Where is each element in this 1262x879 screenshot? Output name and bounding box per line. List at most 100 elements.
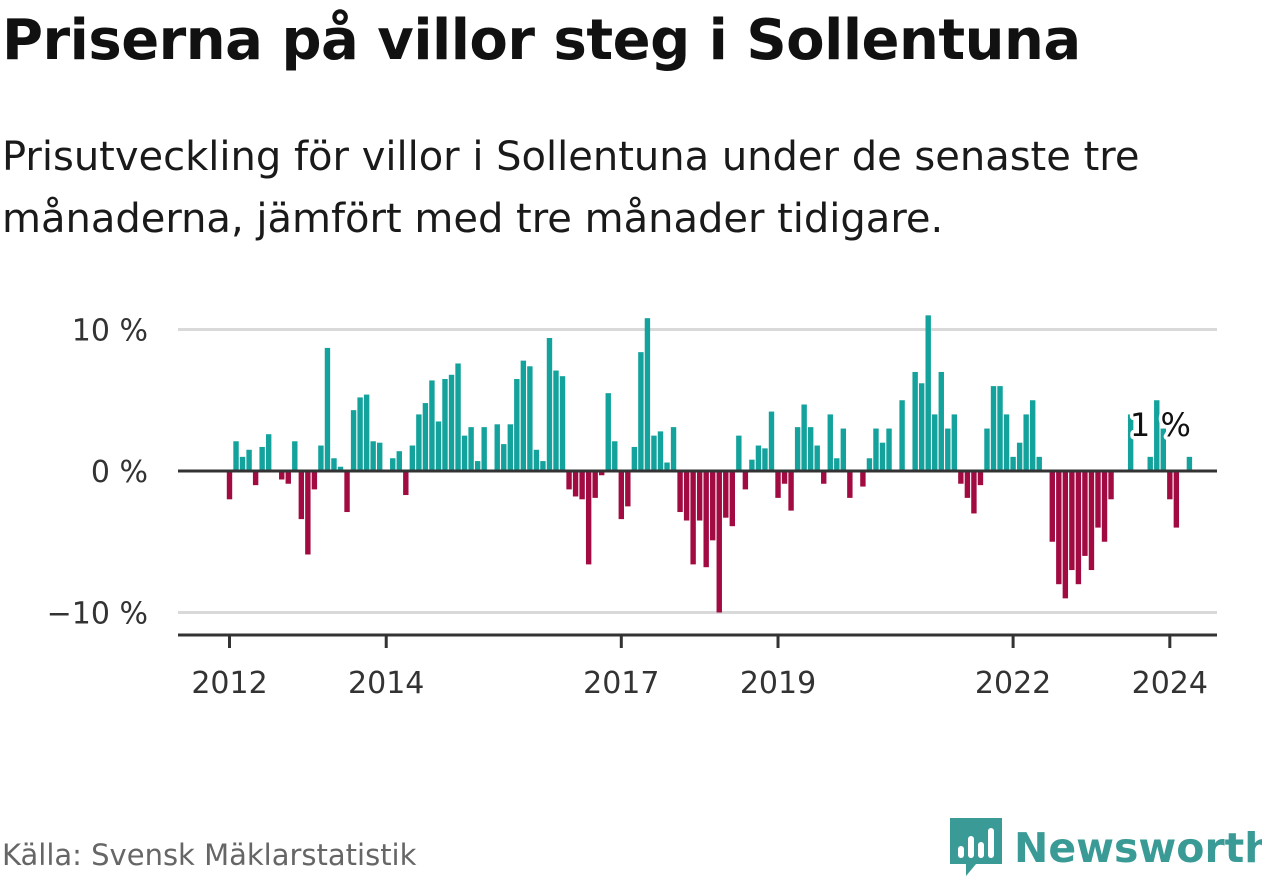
bar [448, 374, 455, 471]
chart-subtitle: Prisutveckling för villor i Sollentuna u… [2, 134, 1140, 242]
x-tick-label: 2019 [740, 666, 816, 701]
bar [396, 451, 402, 471]
brand-name: Newsworthy [1014, 824, 1262, 872]
bar [572, 471, 579, 497]
bar [285, 471, 291, 484]
bar [422, 403, 429, 471]
bar [442, 379, 448, 471]
bar [807, 427, 814, 471]
bar [951, 414, 958, 471]
bar [533, 449, 540, 472]
bar [918, 383, 925, 471]
bar [292, 441, 298, 471]
bar [546, 337, 553, 471]
bar [298, 471, 305, 520]
bar [331, 458, 337, 471]
bar [749, 459, 755, 471]
bar [1186, 456, 1193, 471]
bar [690, 471, 696, 565]
latest-value-label: 1 % [1130, 406, 1191, 444]
bar [259, 446, 265, 471]
bar [605, 393, 611, 471]
bar [964, 471, 971, 498]
x-tick-label: 2017 [583, 666, 659, 701]
bar [990, 386, 997, 471]
newsworthy-logo-icon [950, 818, 1002, 876]
bar [729, 471, 736, 527]
brand-logo[interactable]: Newsworthy [950, 818, 1262, 878]
bar [579, 471, 585, 500]
bar [958, 471, 964, 484]
bar [239, 456, 246, 471]
bar [252, 471, 259, 486]
bar [514, 379, 520, 471]
bar [474, 461, 481, 471]
bar [997, 386, 1003, 471]
bar [775, 471, 781, 498]
x-tick-label: 2022 [975, 666, 1051, 701]
bar [1036, 456, 1042, 471]
bar [318, 445, 324, 471]
bar [710, 471, 716, 541]
bar [279, 471, 285, 480]
bar [1167, 471, 1173, 500]
bar [1082, 471, 1088, 556]
bar [762, 448, 768, 471]
bar [559, 376, 566, 471]
bar [337, 466, 344, 471]
bar [305, 471, 311, 555]
bar [1173, 471, 1180, 528]
bar [1147, 456, 1153, 471]
bar [1127, 414, 1134, 471]
bar [1154, 400, 1160, 471]
bar [834, 458, 840, 471]
y-tick-label: 10 % [72, 314, 148, 349]
bar [501, 444, 507, 471]
bar [376, 442, 383, 471]
bar [1088, 471, 1095, 571]
bar [1069, 471, 1075, 571]
bar [1029, 400, 1036, 471]
bar [357, 397, 363, 471]
bar [390, 458, 396, 471]
bar [644, 318, 651, 471]
bar [912, 371, 918, 471]
bar [938, 371, 944, 471]
bar [429, 380, 435, 471]
source-note: Källa: Svensk Mäklarstatistik [2, 838, 417, 872]
bar [664, 462, 670, 471]
bar [350, 410, 357, 471]
bar [403, 471, 409, 496]
bar [1108, 471, 1114, 500]
bar [344, 471, 350, 513]
bar [435, 421, 442, 471]
bar [886, 428, 892, 471]
bar [468, 427, 474, 471]
bar [794, 427, 801, 471]
bar [599, 471, 605, 476]
bar [801, 404, 807, 471]
bar [657, 431, 664, 471]
bar [1062, 471, 1069, 599]
bar [246, 449, 252, 472]
bar [932, 414, 938, 471]
bar [324, 347, 331, 471]
bar [1056, 471, 1062, 585]
bar [971, 471, 977, 514]
bar [520, 360, 527, 471]
bar [461, 435, 468, 472]
bar [866, 458, 873, 471]
y-tick-label: −10 % [47, 597, 148, 632]
bar [723, 471, 729, 518]
bar [409, 445, 416, 471]
bar [507, 424, 513, 472]
chart-title: Priserna på villor steg i Sollentuna [2, 8, 1081, 73]
bar [416, 414, 422, 471]
bar [1160, 428, 1166, 471]
bar-chart: 10 % 0 % −10 % 2012 2014 2017 2019 2022 2024 1 % [47, 314, 1217, 701]
bar [592, 471, 598, 498]
bar [540, 461, 546, 471]
bar [696, 471, 703, 521]
bar [683, 471, 690, 521]
bar [768, 411, 775, 471]
